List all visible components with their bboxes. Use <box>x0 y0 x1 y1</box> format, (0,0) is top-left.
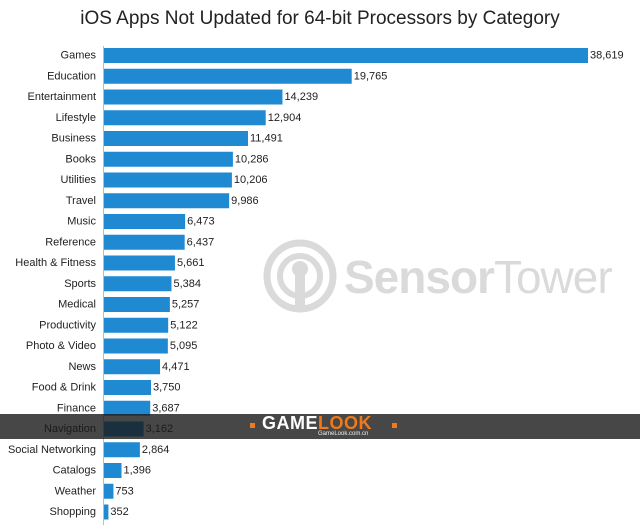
value-label: 10,206 <box>234 174 268 186</box>
bar <box>104 214 186 229</box>
value-label: 12,904 <box>268 112 302 124</box>
bar <box>104 89 283 105</box>
value-label: 6,473 <box>187 216 215 228</box>
value-label: 4,471 <box>162 361 190 373</box>
value-label: 5,661 <box>177 257 205 269</box>
value-label: 1,396 <box>123 465 151 477</box>
bar <box>104 255 175 271</box>
category-label: News <box>68 361 96 373</box>
category-label: Travel <box>66 195 96 207</box>
bar <box>104 504 109 520</box>
value-label: 38,619 <box>590 50 624 62</box>
value-label: 352 <box>110 506 128 518</box>
value-label: 753 <box>115 485 133 497</box>
category-label: Sports <box>64 278 96 290</box>
category-label: Utilities <box>61 174 97 186</box>
category-label: Finance <box>57 402 96 414</box>
value-label: 5,257 <box>172 299 200 311</box>
category-label: Lifestyle <box>56 112 96 124</box>
bar <box>104 317 169 333</box>
category-label: Photo & Video <box>26 340 96 352</box>
bar <box>104 193 230 209</box>
bar <box>104 172 232 188</box>
category-label: Weather <box>55 485 97 497</box>
value-label: 19,765 <box>354 70 388 82</box>
bar <box>104 380 151 395</box>
category-label: Medical <box>58 299 96 311</box>
value-label: 14,239 <box>284 91 318 103</box>
category-label: Social Networking <box>8 444 96 456</box>
bar <box>104 400 151 416</box>
category-label: Education <box>47 70 96 82</box>
value-label: 5,122 <box>170 319 198 331</box>
category-label: Reference <box>45 236 96 248</box>
category-label: Food & Drink <box>32 382 97 394</box>
value-label: 10,286 <box>235 153 269 165</box>
value-label: 6,437 <box>187 236 215 248</box>
bar <box>104 463 122 478</box>
value-label: 3,162 <box>146 423 174 435</box>
category-label: Books <box>65 153 96 165</box>
bar <box>104 442 140 458</box>
bar <box>104 68 352 84</box>
value-label: 5,384 <box>173 278 201 290</box>
bar <box>104 421 144 437</box>
bar <box>104 297 170 312</box>
bar <box>104 276 172 292</box>
category-label: Business <box>51 133 96 145</box>
value-label: 2,864 <box>142 444 170 456</box>
bar <box>104 483 114 499</box>
bar <box>104 234 185 250</box>
value-label: 11,491 <box>250 133 283 145</box>
bar <box>104 338 168 354</box>
category-label: Catalogs <box>53 465 97 477</box>
bar <box>104 48 588 63</box>
category-label: Navigation <box>44 423 96 435</box>
value-label: 5,095 <box>170 340 198 352</box>
category-label: Health & Fitness <box>15 257 96 269</box>
value-label: 3,750 <box>153 382 181 394</box>
bar <box>104 151 233 167</box>
value-label: 9,986 <box>231 195 259 207</box>
category-label: Music <box>67 216 96 228</box>
category-label: Productivity <box>39 319 96 331</box>
bar <box>104 131 249 146</box>
bar <box>104 359 161 375</box>
category-label: Games <box>61 50 97 62</box>
value-label: 3,687 <box>152 402 180 414</box>
category-label: Shopping <box>50 506 97 518</box>
category-label: Entertainment <box>28 91 96 103</box>
chart-title: iOS Apps Not Updated for 64-bit Processo… <box>80 8 560 29</box>
bar <box>104 110 266 126</box>
